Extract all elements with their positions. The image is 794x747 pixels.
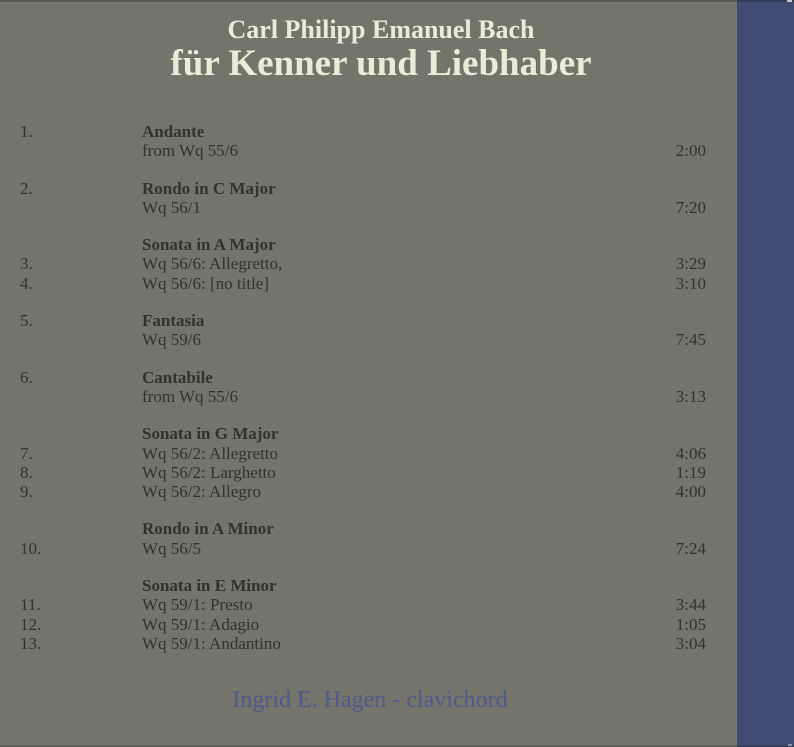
artist-name: Carl Philipp Emanuel Bach [227,15,535,44]
work-heading-line: 6. Cantabile [0,368,706,387]
track-number: 12. [20,614,42,634]
work-heading-line: Sonata in A Major [0,235,706,254]
track-list: 1. Andante from Wq 55/6 2:00 2. Rondo in C Ma… [0,122,706,671]
track-duration: 3:04 [675,633,706,653]
track-block: 1. Andante from Wq 55/6 2:00 [0,122,706,161]
track-subtitle: Wq 56/5 [142,538,202,558]
scan-artifact-bottom-right [788,744,792,746]
track-block: Rondo in A Minor 10. Wq 56/5 7:24 [0,519,706,558]
track-number: 7. [20,443,33,463]
track-number: 9. [20,482,33,502]
track-duration: 3:13 [675,386,706,406]
track-subtitle: from Wq 55/6 [142,141,239,161]
track-row: Wq 56/1 7:20 [0,198,706,217]
work-title: Rondo in C Major [142,178,276,198]
track-number [0,141,142,160]
track-number [0,387,142,406]
track-row: 10. Wq 56/5 7:24 [0,539,706,558]
track-subtitle: from Wq 55/6 [142,386,239,406]
work-title: Sonata in E Minor [142,576,277,596]
track-duration: 7:24 [675,538,706,558]
track-number [0,576,142,595]
track-number: 11. [20,595,41,615]
track-duration: 7:45 [675,330,706,350]
track-block: Sonata in E Minor 11. Wq 59/1: Presto 3:44 1… [0,576,706,653]
track-subtitle: Wq 59/1: Adagio [142,614,260,634]
track-number: 8. [20,462,33,482]
track-duration: 1:19 [675,462,706,482]
track-block: Sonata in A Major 3. Wq 56/6: Allegretto, 3… [0,235,706,293]
track-number: 13. [20,633,42,653]
track-number [0,330,142,349]
track-subtitle: Wq 56/6: [no title] [142,273,270,293]
track-subtitle: Wq 59/1: Presto [142,595,253,615]
track-number [0,424,142,443]
track-row: 4. Wq 56/6: [no title] 3:10 [0,274,706,293]
work-title: Sonata in A Major [142,235,276,255]
track-number: 3. [20,254,33,274]
spine-stripe [737,0,794,747]
track-number: 2. [20,178,33,198]
work-title: Andante [142,122,205,141]
track-number: 6. [20,367,33,387]
track-row: from Wq 55/6 3:13 [0,387,706,406]
album-header: Carl Philipp Emanuel Bach für Kenner und… [0,15,762,83]
track-row: 12. Wq 59/1: Adagio 1:05 [0,615,706,634]
track-subtitle: Wq 56/6: Allegretto, [142,254,283,274]
track-subtitle: Wq 56/2: Allegro [142,482,261,502]
track-duration: 3:10 [675,273,706,293]
track-number [0,198,142,217]
track-duration: 1:05 [675,614,706,634]
track-number [0,519,142,538]
track-duration: 7:20 [675,197,706,217]
track-row: 9. Wq 56/2: Allegro 4:00 [0,482,706,501]
work-title: Sonata in G Major [142,424,279,444]
track-duration: 4:00 [675,482,706,502]
track-subtitle: Wq 56/1 [142,197,202,217]
work-title: Rondo in A Minor [142,519,274,539]
track-row: 8. Wq 56/2: Larghetto 1:19 [0,463,706,482]
work-heading-line: Sonata in E Minor [0,576,706,595]
track-duration: 3:44 [675,595,706,615]
track-block: 2. Rondo in C Major Wq 56/1 7:20 [0,179,706,218]
track-row: 13. Wq 59/1: Andantino 3:04 [0,634,706,653]
track-subtitle: Wq 59/6 [142,330,202,350]
track-row: 3. Wq 56/6: Allegretto, 3:29 [0,254,706,273]
track-duration: 2:00 [675,141,706,161]
track-row: from Wq 55/6 2:00 [0,141,706,160]
track-number: 1. [20,122,33,141]
track-subtitle: Wq 56/2: Larghetto [142,462,276,482]
track-number: 10. [20,538,42,558]
work-heading-line: Rondo in A Minor [0,519,706,538]
work-heading-line: 1. Andante [0,122,706,141]
track-subtitle: Wq 56/2: Allegretto [142,443,278,463]
work-heading-line: 5. Fantasia [0,311,706,330]
bottom-edge-shadow [0,745,794,747]
track-number [0,235,142,254]
work-heading-line: 2. Rondo in C Major [0,179,706,198]
track-block: 6. Cantabile from Wq 55/6 3:13 [0,368,706,407]
album-title: für Kenner und Liebhaber [170,43,592,84]
top-edge-shadow [0,0,794,2]
performer-credit: Ingrid E. Hagen - clavichord [232,687,508,713]
track-row: 11. Wq 59/1: Presto 3:44 [0,595,706,614]
scan-artifact-top-right [787,0,792,2]
work-title: Cantabile [142,367,213,387]
track-duration: 3:29 [675,254,706,274]
track-duration: 4:06 [675,443,706,463]
track-row: 7. Wq 56/2: Allegretto 4:06 [0,444,706,463]
track-subtitle: Wq 59/1: Andantino [142,633,281,653]
work-heading-line: Sonata in G Major [0,424,706,443]
track-row: Wq 59/6 7:45 [0,330,706,349]
track-block: 5. Fantasia Wq 59/6 7:45 [0,311,706,350]
track-number: 5. [20,311,33,331]
track-block: Sonata in G Major 7. Wq 56/2: Allegretto 4:… [0,424,706,501]
work-title: Fantasia [142,311,205,331]
track-number: 4. [20,273,33,293]
